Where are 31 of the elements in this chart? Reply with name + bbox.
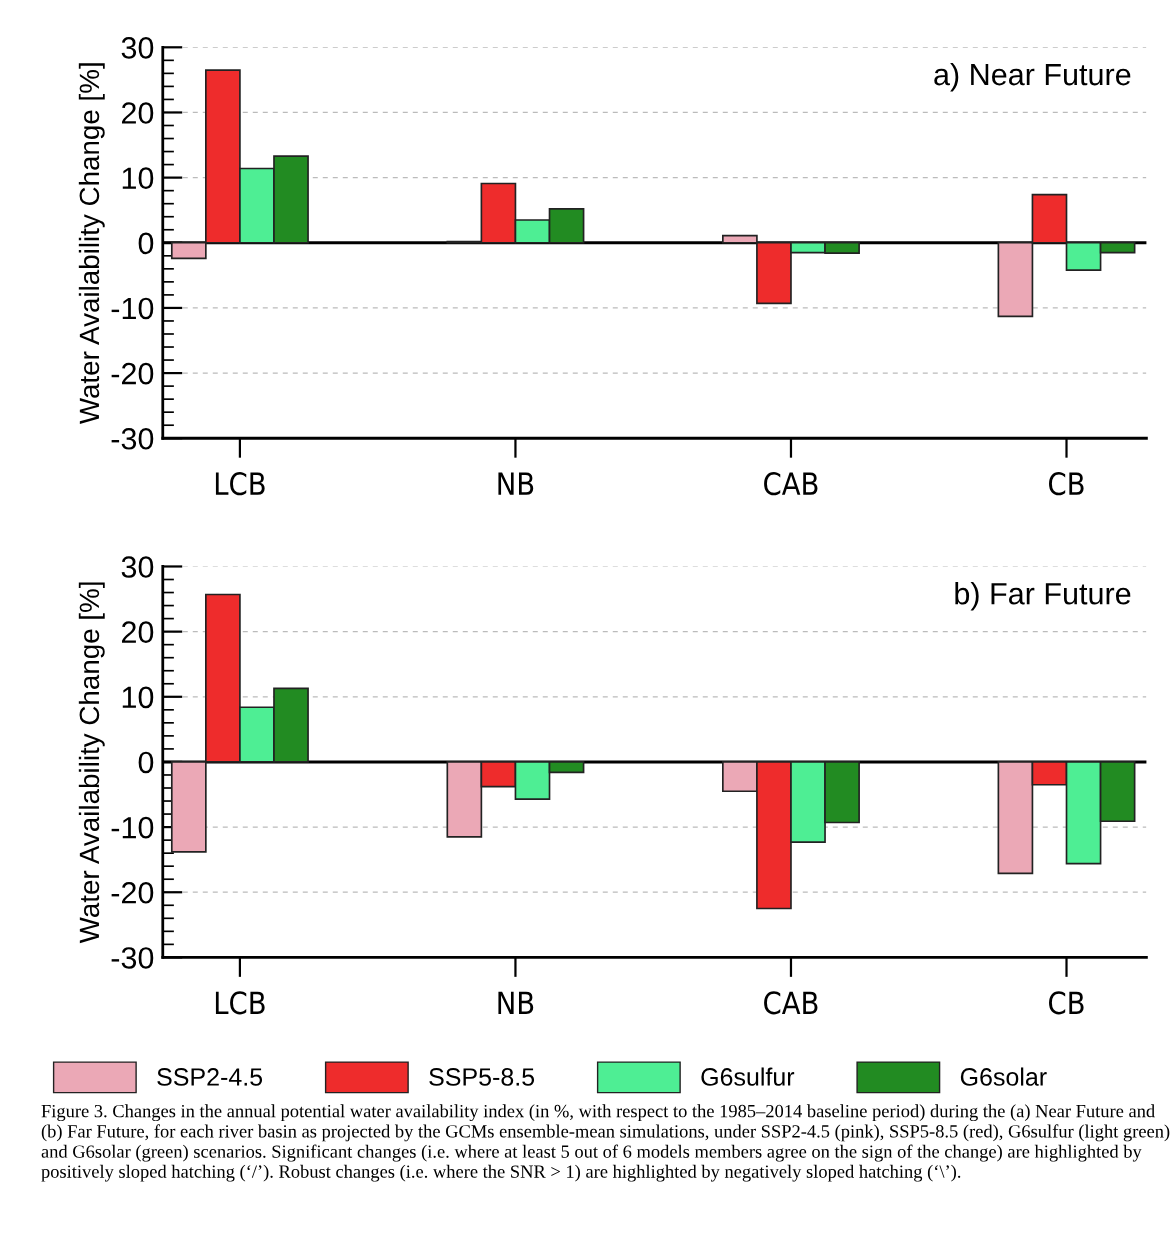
x-tick-label: LCB [215, 991, 265, 1015]
legend-label: SSP2-4.5 [157, 1068, 263, 1086]
y-tick-label: -30 [111, 427, 154, 450]
legend-label: G6solar [960, 1067, 1047, 1086]
y-tick-label: -10 [111, 297, 154, 320]
x-tick-label: NB [498, 472, 534, 495]
x-tick-label: CAB [764, 991, 818, 1015]
y-tick-label: 10 [122, 686, 154, 709]
legend-label: SSP5-8.5 [429, 1068, 535, 1086]
x-tick-label: NB [498, 991, 534, 1014]
y-tick-label: 30 [121, 556, 154, 578]
chart-title: b) Far Future [955, 582, 1131, 611]
y-tick-label: 20 [121, 621, 154, 643]
y-tick-label: 0 [138, 232, 154, 255]
x-tick-label: LCB [215, 472, 265, 496]
y-tick-label: -10 [111, 816, 154, 839]
x-tick-label: CB [1049, 991, 1084, 1015]
y-tick-label: 0 [138, 751, 154, 774]
y-tick-label: 30 [121, 37, 154, 59]
y-axis-title: Water Availability Change [%] [78, 582, 105, 944]
chart-title: a) Near Future [934, 62, 1131, 92]
y-axis-title: Water Availability Change [%] [78, 63, 105, 425]
y-tick-label: 20 [121, 102, 154, 124]
x-tick-label: CAB [764, 472, 818, 496]
caption: Figure 3. Changes in the annual potential water availability index (in %, with respect to the 1985–2014 baseline period) during the (a) Near Future and (b) Far Future, for each river basin as projected by the GCMs ensemble-mean simulations, under SSP2-4.5 (pink), SSP5-8.5 (red), G6sulfur (light green) and G6solar (green) scenarios. Significant changes (i.e. where at least 5 out of 6 models members agree on the sign of the change) are highlighted by positively sloped hatching (‘/’). Robust changes (i.e. where the SNR > 1) are highlighted by negatively sloped hatching (‘\’). [41, 1104, 1170, 1182]
y-tick-label: 10 [122, 167, 154, 189]
legend-label: G6sulfur [701, 1067, 795, 1086]
y-tick-label: -20 [111, 362, 154, 385]
y-tick-label: -30 [111, 947, 154, 969]
x-tick-label: CB [1049, 472, 1084, 496]
y-tick-label: -20 [111, 881, 154, 904]
